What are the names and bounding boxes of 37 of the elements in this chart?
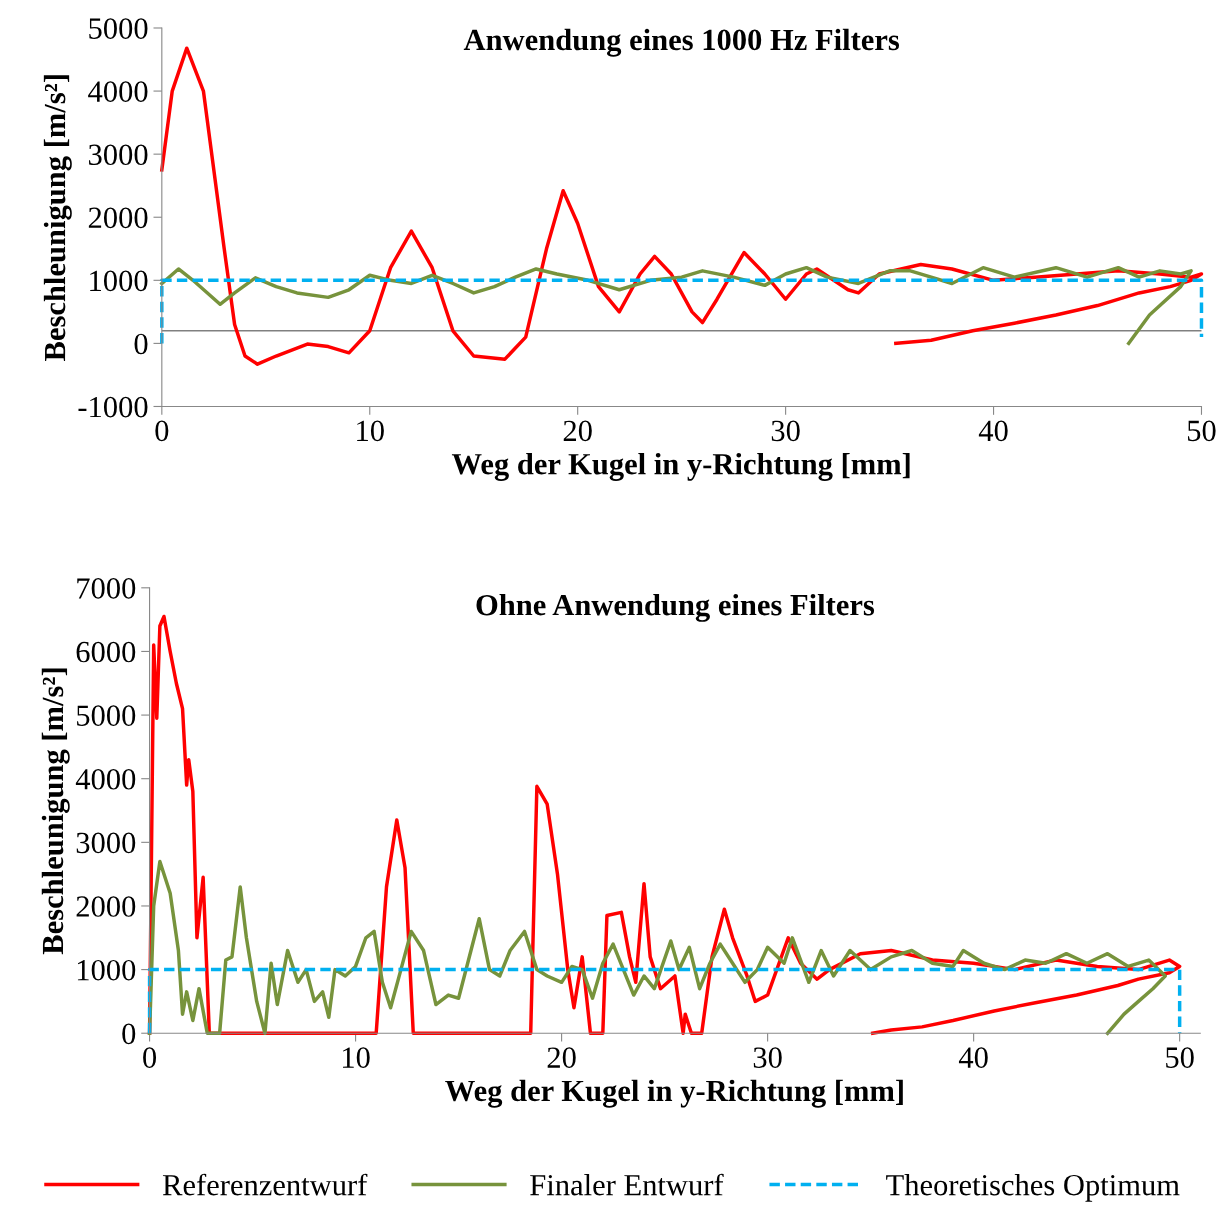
y-tick-label: 5000 bbox=[77, 705, 136, 726]
x-tick-label: 10 bbox=[343, 1047, 370, 1068]
x-tick-label: 40 bbox=[978, 420, 1008, 442]
y-tick-label: 3000 bbox=[76, 832, 136, 854]
x-tick-label: 30 bbox=[771, 420, 800, 442]
y-tick-label: 4000 bbox=[88, 81, 148, 102]
chart-title: Ohne Anwendung eines Filters bbox=[476, 593, 875, 622]
y-tick-label: 0 bbox=[134, 333, 148, 355]
x-tick-label: 40 bbox=[958, 1047, 988, 1068]
y-tick-label: 4000 bbox=[75, 768, 136, 790]
y-tick-label: -1000 bbox=[78, 396, 148, 418]
x-axis-title: Weg der Kugel in y-Richtung [mm] bbox=[445, 1079, 903, 1108]
line-series bbox=[160, 265, 1193, 346]
y-tick-label: 6000 bbox=[76, 641, 136, 663]
y-tick-label: 7000 bbox=[77, 578, 136, 599]
x-tick-label: 50 bbox=[1187, 420, 1216, 442]
legend-label: Finaler Entwurf bbox=[530, 1173, 724, 1196]
x-tick-label: 0 bbox=[155, 420, 169, 442]
x-tick-label: 30 bbox=[753, 1047, 782, 1068]
legend-label: Referenzentwurf bbox=[162, 1173, 368, 1196]
y-tick-label: 0 bbox=[122, 1023, 136, 1045]
y-tick-label: 3000 bbox=[88, 144, 148, 166]
legend-label: Theoretisches Optimum bbox=[886, 1173, 1180, 1202]
chart-title: Anwendung eines 1000 Hz Filters bbox=[463, 28, 900, 57]
x-axis-title: Weg der Kugel in y-Richtung [mm] bbox=[451, 452, 910, 481]
y-tick-label: 1000 bbox=[90, 270, 148, 292]
x-tick-label: 50 bbox=[1166, 1047, 1194, 1068]
y-axis-title: Beschleunigung [m/s²] bbox=[43, 75, 72, 361]
x-tick-label: 20 bbox=[547, 1047, 576, 1068]
y-tick-label: 2000 bbox=[76, 896, 136, 917]
line-series bbox=[147, 859, 1167, 1035]
y-tick-label: 2000 bbox=[88, 207, 148, 229]
y-tick-label: 1000 bbox=[77, 959, 136, 981]
x-tick-label: 10 bbox=[357, 420, 384, 442]
y-tick-label: 5000 bbox=[89, 18, 148, 39]
y-axis-title: Beschleunigung [m/s²] bbox=[41, 668, 70, 955]
x-tick-label: 20 bbox=[563, 420, 592, 442]
